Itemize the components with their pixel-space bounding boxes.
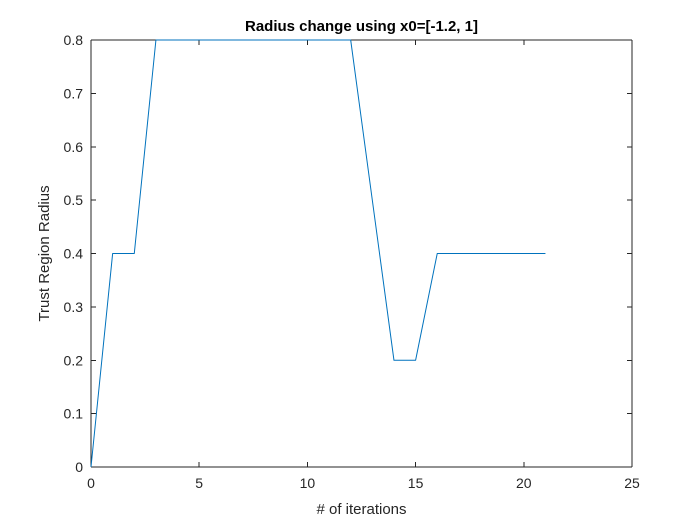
plot-area <box>91 40 632 467</box>
chart-title: Radius change using x0=[-1.2, 1] <box>245 18 478 35</box>
x-tick-label: 25 <box>624 475 640 491</box>
x-axis-ticks: 0 5 10 15 20 25 <box>87 40 640 491</box>
y-tick-label: 0.5 <box>64 192 84 208</box>
series-line <box>90 39 546 468</box>
y-tick-label: 0.2 <box>64 352 84 368</box>
x-tick-label: 0 <box>87 475 95 491</box>
x-tick-label: 20 <box>516 475 532 491</box>
y-tick-label: 0.7 <box>64 85 84 101</box>
y-tick-label: 0.6 <box>64 139 84 155</box>
y-tick-label: 0.1 <box>64 406 84 422</box>
x-tick-label: 15 <box>408 475 424 491</box>
x-axis-label: # of iterations <box>316 501 406 518</box>
y-axis-ticks: 0 0.1 0.2 0.3 0.4 0.5 0.6 0.7 0.8 <box>64 32 632 475</box>
y-tick-label: 0 <box>75 459 83 475</box>
x-tick-label: 10 <box>300 475 316 491</box>
series-layer <box>90 39 546 468</box>
x-tick-label: 5 <box>195 475 203 491</box>
y-axis-label: Trust Region Radius <box>36 185 53 321</box>
y-tick-label: 0.3 <box>64 299 84 315</box>
y-tick-label: 0.8 <box>64 32 84 48</box>
y-tick-label: 0.4 <box>64 246 84 262</box>
